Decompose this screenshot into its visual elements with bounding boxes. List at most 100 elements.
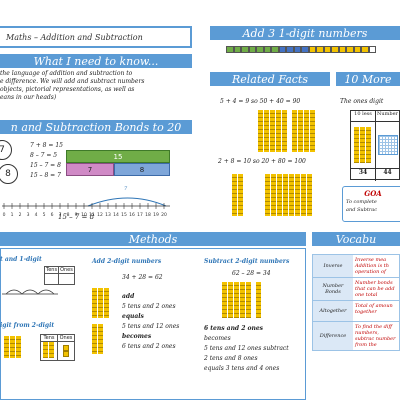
- counting-square: [368, 46, 376, 53]
- number-line-tick-label: 13: [105, 212, 111, 218]
- counting-square: [301, 46, 309, 53]
- place-value-table: Tens Ones: [40, 334, 75, 361]
- tens-rods-group: [92, 288, 110, 322]
- number-line-tick-label: 14: [113, 212, 119, 218]
- need-line: objects, pictorial representations, as w…: [0, 86, 135, 93]
- number-line-tick-label: 9: [75, 212, 78, 218]
- method-step: 5 tens and 12 ones subtract: [204, 345, 289, 352]
- bond-fact: 7 + 8 = 15: [30, 142, 63, 149]
- number-line-tick-label: 10: [81, 212, 87, 218]
- related-facts-title: Related Facts: [231, 72, 308, 86]
- tens-rod: [360, 127, 365, 163]
- method-step: 5 tens and 12 ones: [122, 323, 180, 330]
- cube-sticks: [4, 336, 22, 362]
- number-line: 0 1 2 3 4 5 6 7 8 9 10 11 12 13 14 15 16 17 18 19 20: [2, 197, 170, 218]
- jump-arc: [87, 197, 167, 207]
- number-line-tick-label: 7: [59, 212, 62, 218]
- number-line-tick-label: 20: [161, 212, 167, 218]
- page-title: Maths – Addition and Subtraction: [6, 32, 143, 42]
- tens-rod: [276, 110, 281, 152]
- vocab-row: Altogether Total of amoun together: [313, 301, 399, 322]
- table-header: 10 less: [351, 111, 376, 121]
- counting-square: [353, 46, 361, 53]
- counting-square: [331, 46, 339, 53]
- table-header: Number: [377, 111, 398, 117]
- counting-square: [271, 46, 279, 53]
- tens-rod: [238, 174, 243, 216]
- counting-square: [316, 46, 324, 53]
- title-box: Maths – Addition and Subtraction: [0, 26, 192, 48]
- tens-rod: [282, 110, 287, 152]
- method-title: Add 2-digit numbers: [92, 258, 162, 265]
- method-title: t and 1-digit: [0, 256, 42, 263]
- counting-square: [361, 46, 369, 53]
- arc-number-line: [2, 289, 58, 295]
- number-line-tick-label: 18: [145, 212, 151, 218]
- table-header: Ones: [58, 266, 75, 274]
- method-step: 6 tens and 2 ones: [122, 343, 176, 350]
- counting-strip: [226, 46, 376, 53]
- counting-square: [308, 46, 316, 53]
- need-to-know-text: the language of addition and subtraction…: [0, 70, 192, 102]
- tens-rod: [304, 110, 309, 152]
- method-title: igit from 2-digit: [0, 322, 55, 329]
- tens-rods-group: [92, 324, 104, 358]
- tens-rods-group: [258, 110, 316, 156]
- counting-square: [278, 46, 286, 53]
- tens-rod: [366, 127, 371, 163]
- goal-line: To complete: [346, 199, 377, 205]
- tens-rod: [258, 110, 263, 152]
- goal-box: GOA To complete and Subtrac: [342, 186, 400, 222]
- ten-more-text: The ones digit: [340, 98, 384, 105]
- tens-rod: [232, 174, 237, 216]
- related-fact-2: 2 + 8 = 10 so 20 + 80 = 100: [218, 158, 306, 165]
- number-line-tick-label: 0: [3, 212, 6, 218]
- tens-rod: [298, 110, 303, 152]
- vocab-definition: Number bonds that can be add one total: [355, 280, 395, 298]
- table-header: Ones: [57, 334, 75, 342]
- goal-line: and Subtrac: [346, 207, 378, 213]
- method-step: 5 tens and 2 ones: [122, 303, 176, 310]
- method-steps: add 5 tens and 2 ones equals 5 tens and 12 …: [122, 292, 179, 352]
- number-line-tick-label: 6: [51, 212, 54, 218]
- number-line-tick-label: 4: [35, 212, 38, 218]
- vocab-term: Number Bonds: [313, 278, 353, 300]
- methods-title: Methods: [128, 232, 178, 246]
- vocab-definition: Inverse mea Addition is th operation of: [355, 257, 390, 275]
- vocab-term: Difference: [313, 322, 353, 350]
- tens-rod: [264, 110, 269, 152]
- vocab-definition: Total of amoun together: [355, 303, 393, 315]
- hundreds-grid: [376, 122, 399, 168]
- tens-rods-group: [232, 174, 313, 220]
- vocab-header: Vocabu: [312, 232, 400, 246]
- table-value: 34: [351, 169, 376, 181]
- number-line-tick-label: 1: [11, 212, 14, 218]
- tens-rod: [289, 174, 294, 216]
- bar-part: 7: [66, 163, 114, 176]
- vocab-row: Inverse Inverse mea Addition is th operat…: [313, 255, 399, 278]
- number-line-tick-label: 17: [137, 212, 143, 218]
- ten-more-title: 10 More: [344, 72, 392, 86]
- method-step: becomes: [204, 335, 231, 342]
- vocab-term: Inverse: [313, 255, 353, 277]
- bond-fact: 15 – 7 = 8: [30, 162, 61, 169]
- method-steps: 6 tens and 2 ones becomes 5 tens and 12 on…: [204, 324, 289, 374]
- method-sum: 62 – 28 = 34: [232, 270, 271, 277]
- method-step: 6 tens and 2 ones: [204, 325, 264, 332]
- tens-rod: [354, 127, 359, 163]
- counting-square: [248, 46, 256, 53]
- vocab-row: Difference To find the diff numbers, subt…: [313, 322, 399, 351]
- tens-grid: [351, 122, 376, 168]
- methods-header: Methods: [0, 232, 306, 246]
- bar-part: 8: [114, 163, 170, 176]
- number-line-tick-label: 5: [43, 212, 46, 218]
- number-line-tick-label: 3: [27, 212, 30, 218]
- counting-square: [241, 46, 249, 53]
- bonds-title: n and Subtraction Bonds to 20: [10, 120, 182, 134]
- vocab-row: Number Bonds Number bonds that can be add…: [313, 278, 399, 301]
- tens-rod: [270, 110, 275, 152]
- part-circle: 8: [0, 164, 18, 184]
- ten-more-table: 10 less Number 34 44: [350, 110, 400, 181]
- part-circle: 7: [0, 140, 12, 160]
- method-step: equals: [122, 313, 144, 320]
